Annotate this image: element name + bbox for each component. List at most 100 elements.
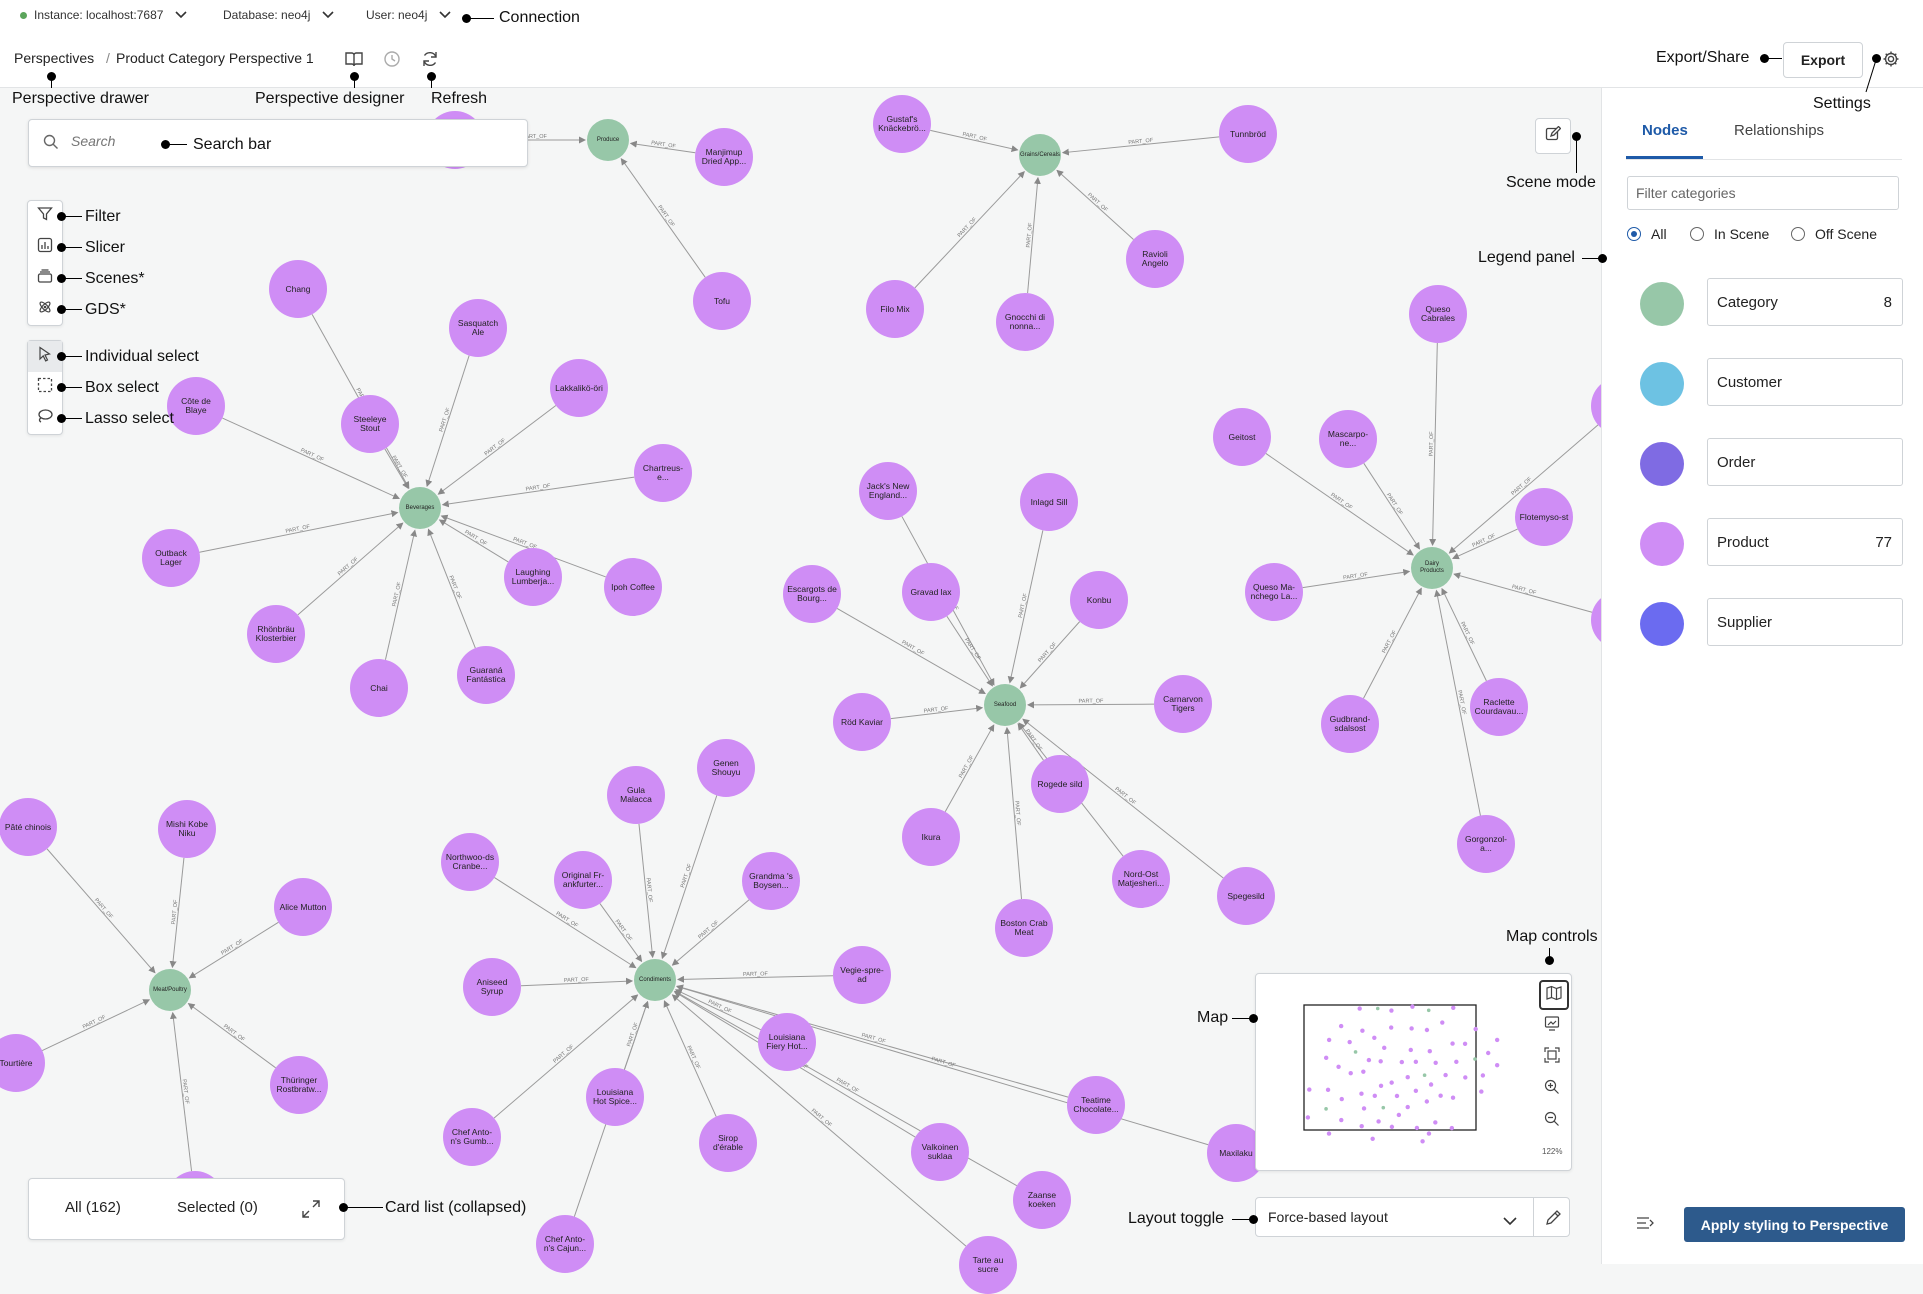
radio-in-scene[interactable]: In Scene bbox=[1690, 226, 1769, 242]
lasso-select-button[interactable] bbox=[28, 403, 62, 434]
product-color-swatch[interactable] bbox=[1640, 522, 1684, 566]
relationship-edge[interactable] bbox=[520, 977, 634, 987]
product-node[interactable]: Röd Kaviar bbox=[833, 693, 891, 751]
relationship-edge[interactable] bbox=[676, 984, 1069, 1098]
product-node[interactable]: Queso Cabrales bbox=[1409, 285, 1467, 343]
refresh-icon[interactable] bbox=[419, 48, 441, 70]
book-icon[interactable] bbox=[343, 48, 365, 70]
legend-label-box[interactable]: Customer bbox=[1707, 358, 1903, 406]
relationship-edge[interactable] bbox=[599, 903, 643, 963]
relationship-edge[interactable] bbox=[188, 921, 279, 979]
product-node[interactable]: Alice Mutton bbox=[274, 878, 332, 936]
product-node[interactable]: Manjimup Dried App... bbox=[695, 128, 753, 186]
tab-relationships[interactable]: Relationships bbox=[1734, 122, 1825, 139]
radio-all[interactable]: All bbox=[1627, 226, 1667, 242]
relationship-edge[interactable] bbox=[46, 848, 156, 974]
legend-item-order[interactable]: Order bbox=[1602, 438, 1923, 488]
category-node[interactable]: Condiments bbox=[634, 959, 676, 1001]
product-node[interactable]: Sirop d'érable bbox=[699, 1114, 757, 1172]
relationship-edge[interactable] bbox=[674, 989, 761, 1031]
relationship-edge[interactable] bbox=[1363, 587, 1422, 699]
product-node[interactable]: Nord-Ost Matjesheri... bbox=[1112, 850, 1170, 908]
product-node[interactable]: Ikura bbox=[902, 808, 960, 866]
slicer-button[interactable] bbox=[28, 232, 62, 263]
product-node[interactable]: Teatime Chocolate... bbox=[1067, 1076, 1125, 1134]
product-node[interactable]: Chef Anto-n's Cajun... bbox=[536, 1215, 594, 1273]
category-node[interactable]: Produce bbox=[587, 119, 629, 161]
filter-button[interactable] bbox=[28, 201, 62, 232]
legend-item-category[interactable]: Category 8 bbox=[1602, 278, 1923, 328]
legend-label-box[interactable]: Order bbox=[1707, 438, 1903, 486]
product-node[interactable]: Ipoh Coffee bbox=[604, 558, 662, 616]
relationship-edge[interactable] bbox=[437, 405, 557, 495]
product-node[interactable]: Laughing Lumberja... bbox=[504, 548, 562, 606]
product-node[interactable]: Gustaf's Knäckebrö... bbox=[873, 95, 931, 153]
product-node[interactable]: Gorgonzol-a... bbox=[1457, 815, 1515, 873]
category-color-swatch[interactable] bbox=[1640, 282, 1684, 326]
breadcrumb-perspectives[interactable]: Perspectives bbox=[14, 50, 95, 66]
individual-select-button[interactable] bbox=[28, 341, 62, 372]
legend-item-supplier[interactable]: Supplier bbox=[1602, 598, 1923, 648]
scene-mode-button[interactable] bbox=[1535, 118, 1571, 154]
layout-toggle[interactable]: Force-based layout bbox=[1255, 1197, 1570, 1237]
relationship-edge[interactable] bbox=[438, 519, 509, 563]
legend-label-box[interactable]: Category 8 bbox=[1707, 278, 1903, 326]
export-button[interactable]: Export bbox=[1783, 42, 1863, 78]
product-node[interactable]: Carnarvon Tigers bbox=[1154, 675, 1212, 733]
relationship-edge[interactable] bbox=[425, 355, 470, 488]
relationship-edge[interactable] bbox=[384, 448, 409, 490]
product-node[interactable]: Tunnbröd bbox=[1219, 105, 1277, 163]
product-node[interactable]: Rhönbräu Klosterbier bbox=[247, 605, 305, 663]
instance-selector[interactable]: Instance: localhost:7687 bbox=[20, 8, 187, 22]
category-node[interactable]: Dairy Products bbox=[1411, 547, 1453, 589]
product-node[interactable]: Geitost bbox=[1213, 408, 1271, 466]
relationship-edge[interactable] bbox=[1452, 528, 1518, 560]
card-list-all[interactable]: All (162) bbox=[65, 1199, 121, 1216]
relationship-edge[interactable] bbox=[1003, 726, 1023, 900]
relationship-edge[interactable] bbox=[1061, 136, 1220, 156]
relationship-edge[interactable] bbox=[1448, 424, 1599, 554]
relationship-edge[interactable] bbox=[1441, 587, 1487, 682]
product-node[interactable]: Filo Mix bbox=[866, 280, 924, 338]
product-node[interactable]: Queso Ma-nchego La... bbox=[1245, 563, 1303, 621]
product-node[interactable]: Inlagd Sill bbox=[1020, 473, 1078, 531]
relationship-edge[interactable] bbox=[1007, 530, 1044, 684]
category-node[interactable]: Seafood bbox=[984, 684, 1026, 726]
relationship-edge[interactable] bbox=[427, 528, 476, 649]
product-node[interactable]: Louisiana Fiery Hot... bbox=[758, 1013, 816, 1071]
product-node[interactable]: Original Fr-ankfurter... bbox=[554, 851, 612, 909]
search-input[interactable] bbox=[69, 132, 193, 150]
relationship-edge[interactable] bbox=[1056, 169, 1134, 240]
pencil-icon[interactable] bbox=[1544, 1209, 1562, 1232]
relationship-edge[interactable] bbox=[890, 704, 984, 720]
category-node[interactable]: Meat/Poultry bbox=[149, 969, 191, 1011]
product-node[interactable]: Tofu bbox=[693, 272, 751, 330]
product-node[interactable]: Steeleye Stout bbox=[341, 395, 399, 453]
product-node[interactable]: Genen Shouyu bbox=[697, 739, 755, 797]
relationship-edge[interactable] bbox=[930, 129, 1019, 153]
relationship-edge[interactable] bbox=[1429, 342, 1438, 547]
product-node[interactable]: Sasquatch Ale bbox=[449, 299, 507, 357]
zoom-in-button[interactable] bbox=[1539, 1076, 1565, 1102]
product-node[interactable]: Valkoinen suklaa bbox=[911, 1123, 969, 1181]
user-selector[interactable]: User: neo4j bbox=[366, 8, 451, 22]
relationship-edge[interactable] bbox=[187, 1003, 276, 1069]
relationship-edge[interactable] bbox=[297, 522, 404, 616]
product-node[interactable]: Tourtière bbox=[0, 1034, 45, 1092]
relationship-edge[interactable] bbox=[1302, 568, 1411, 589]
legend-item-product[interactable]: Product 77 bbox=[1602, 518, 1923, 568]
product-node[interactable]: Chang bbox=[269, 260, 327, 318]
product-node[interactable]: Louisiana Hot Spice... bbox=[586, 1068, 644, 1126]
product-node[interactable]: Outback Lager bbox=[142, 529, 200, 587]
product-node[interactable]: Raclette Courdavau... bbox=[1470, 678, 1528, 736]
product-node[interactable]: Aniseed Syrup bbox=[463, 958, 521, 1016]
gds-button[interactable] bbox=[28, 294, 62, 325]
product-node[interactable]: Escargots de Bourg... bbox=[783, 565, 841, 623]
product-node[interactable]: Pâté chinois bbox=[0, 798, 57, 856]
relationship-edge[interactable] bbox=[1453, 572, 1593, 613]
relationship-edge[interactable] bbox=[222, 417, 400, 500]
product-node[interactable]: Mishi Kobe Niku bbox=[158, 800, 216, 858]
supplier-color-swatch[interactable] bbox=[1640, 602, 1684, 646]
collapse-panel-icon[interactable] bbox=[1636, 1216, 1654, 1235]
legend-item-customer[interactable]: Customer bbox=[1602, 358, 1923, 408]
